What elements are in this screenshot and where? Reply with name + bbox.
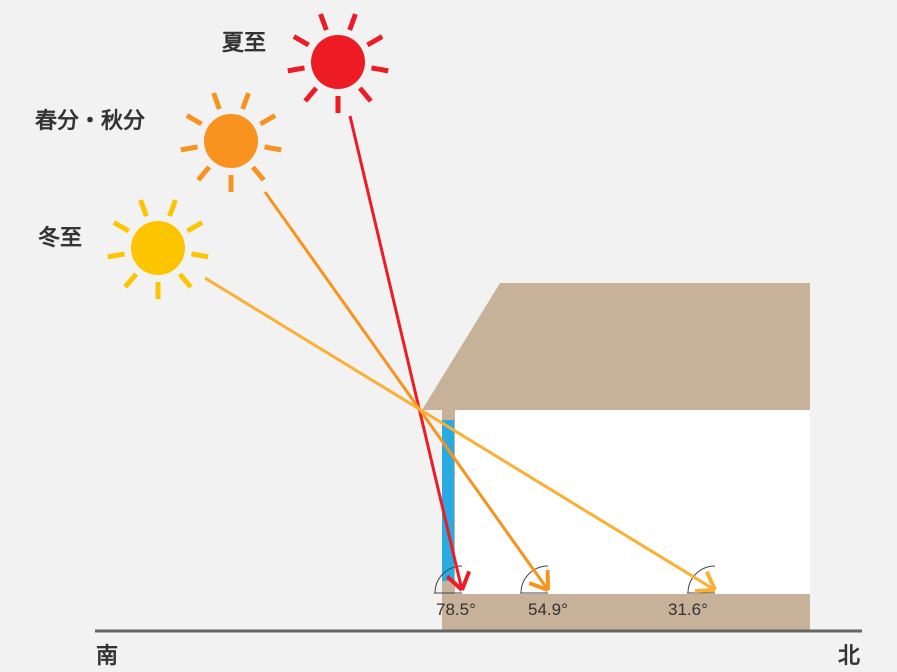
room-interior — [455, 410, 810, 594]
sun-ray — [186, 220, 204, 234]
floor — [442, 594, 810, 631]
sun-ray — [357, 86, 373, 103]
sun-ray — [303, 86, 319, 103]
winter-solstice-label: 冬至 — [38, 226, 83, 251]
winter-angle-label: 31.6° — [668, 600, 708, 619]
equinox-sun-icon — [180, 92, 282, 192]
sun-ray — [347, 13, 358, 31]
winter-sunlight-arrow — [204, 276, 717, 594]
sun-ray — [167, 199, 178, 217]
sun-ray — [107, 251, 125, 260]
sun-ray — [180, 144, 198, 153]
summer-sunlight-arrow — [348, 115, 472, 592]
equinox-label: 春分・秋分 — [35, 109, 146, 134]
summer-solstice-label: 夏至 — [222, 31, 267, 56]
sun-ray — [112, 220, 130, 234]
equinox-angle-arc — [520, 565, 549, 594]
winter-angle-arc — [687, 565, 716, 594]
summer-sun-icon — [287, 13, 389, 113]
sun-ray — [250, 165, 266, 182]
sun-ray — [177, 272, 193, 289]
roof — [422, 283, 810, 410]
sun-ray — [123, 272, 139, 289]
sun-ray — [185, 113, 203, 127]
sun-ray — [264, 144, 282, 153]
summer-angle-label: 78.5° — [436, 600, 476, 619]
equinox-sunlight-arrow — [263, 191, 550, 592]
winter-sun-icon — [107, 199, 209, 299]
north-label: 北 — [838, 644, 861, 669]
sun-ray — [196, 165, 212, 182]
equinox-angle-label: 54.9° — [528, 600, 568, 619]
sun-ray — [292, 34, 310, 48]
sun-ray — [287, 65, 305, 74]
sun-ray — [138, 199, 149, 217]
sun-ray — [366, 34, 384, 48]
sun-ray — [371, 65, 389, 74]
sun-ray — [240, 92, 251, 110]
sun-ray — [211, 92, 222, 110]
sun-ray — [191, 251, 209, 260]
south-label: 南 — [96, 644, 119, 669]
sun-ray — [259, 113, 277, 127]
sun-ray — [318, 13, 329, 31]
